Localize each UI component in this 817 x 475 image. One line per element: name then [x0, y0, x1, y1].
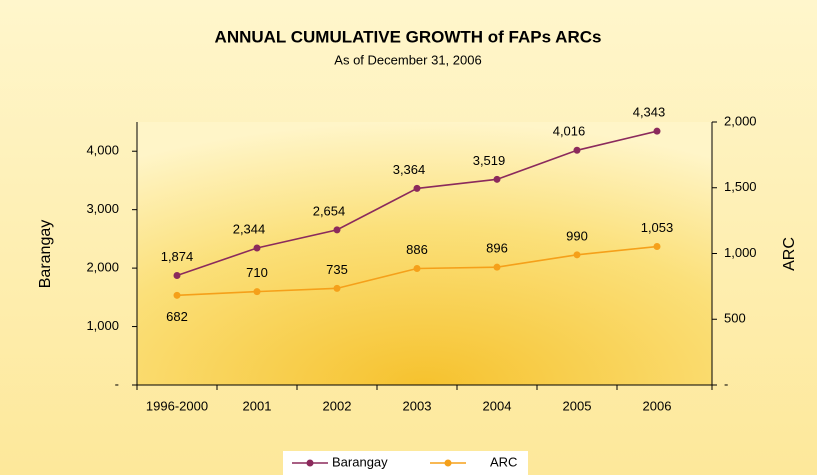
chart-subtitle: As of December 31, 2006: [334, 52, 481, 67]
chart-title: ANNUAL CUMULATIVE GROWTH of FAPs ARCs: [215, 27, 602, 46]
y2-tick-label: -: [724, 376, 728, 391]
legend-label: ARC: [490, 454, 517, 469]
data-label: 1,874: [161, 249, 194, 264]
y-tick-label: -: [115, 376, 119, 391]
data-label: 886: [406, 242, 428, 257]
data-label: 710: [246, 265, 268, 280]
data-point: [573, 146, 581, 154]
x-tick-label: 1996-2000: [146, 398, 208, 413]
data-point: [173, 291, 181, 299]
x-tick-label: 2003: [403, 398, 432, 413]
y-axis-title: Barangay: [37, 220, 54, 289]
data-label: 4,016: [553, 124, 586, 139]
data-label: 2,344: [233, 221, 266, 236]
y-tick-label: 1,000: [86, 318, 119, 333]
data-label: 682: [166, 309, 188, 324]
x-tick-label: 2005: [563, 398, 592, 413]
data-label: 896: [486, 241, 508, 256]
data-label: 3,519: [473, 153, 506, 168]
y2-tick-label: 2,000: [724, 113, 757, 128]
data-point: [413, 184, 421, 192]
data-point: [653, 243, 661, 251]
data-point: [333, 284, 341, 292]
data-point: [653, 127, 661, 135]
x-tick-label: 2006: [643, 398, 672, 413]
legend-marker: [444, 459, 452, 467]
y-tick-label: 2,000: [86, 260, 119, 275]
x-tick-label: 2004: [483, 398, 512, 413]
y2-tick-label: 1,000: [724, 245, 757, 260]
data-point: [493, 175, 501, 183]
y-tick-label: 3,000: [86, 201, 119, 216]
legend-marker: [306, 459, 314, 467]
y-tick-label: 4,000: [86, 143, 119, 158]
x-tick-label: 2001: [243, 398, 272, 413]
data-label: 3,364: [393, 162, 426, 177]
data-point: [573, 251, 581, 259]
data-label: 2,654: [313, 203, 346, 218]
y2-tick-label: 1,500: [724, 179, 757, 194]
x-tick-label: 2002: [323, 398, 352, 413]
data-point: [333, 226, 341, 234]
data-label: 4,343: [633, 105, 666, 120]
data-point: [413, 264, 421, 272]
legend-label: Barangay: [332, 454, 388, 469]
data-label: 990: [566, 228, 588, 243]
data-point: [493, 263, 501, 271]
data-point: [173, 271, 181, 279]
data-point: [253, 288, 261, 296]
y2-tick-label: 500: [724, 311, 746, 326]
data-point: [253, 244, 261, 252]
data-label: 735: [326, 262, 348, 277]
data-label: 1,053: [641, 220, 674, 235]
plot-area: [137, 122, 712, 385]
y2-axis-title: ARC: [781, 237, 798, 271]
